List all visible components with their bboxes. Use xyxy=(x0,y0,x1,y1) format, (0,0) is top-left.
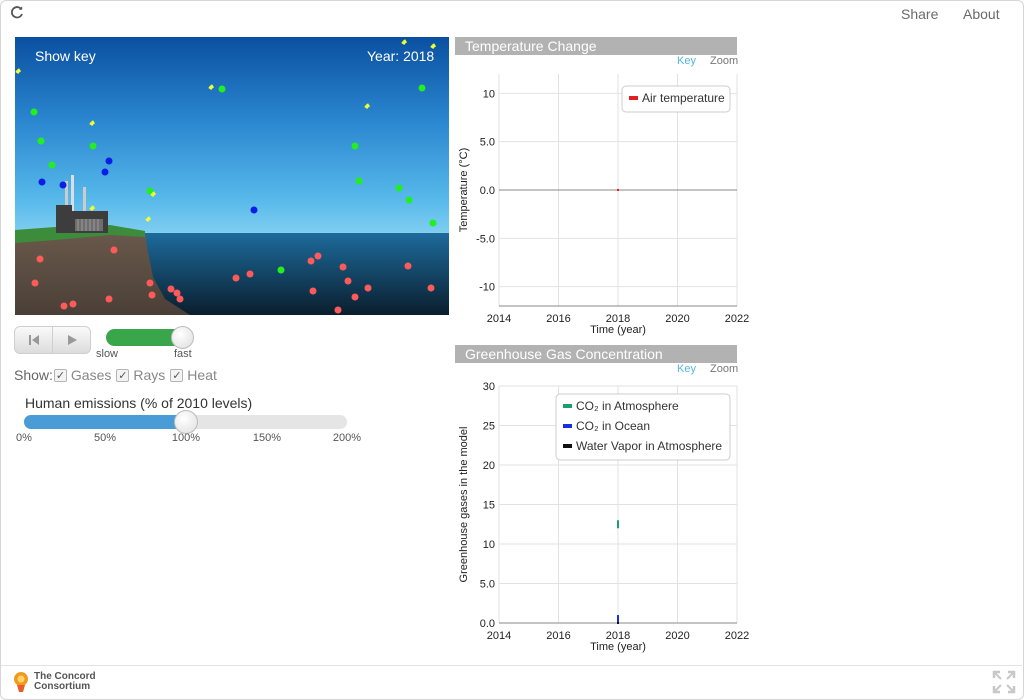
temp-legend-box xyxy=(621,85,731,113)
ghg-legend-label: CO₂ in Atmosphere xyxy=(576,399,679,413)
ghg-y-tick-label: 25 xyxy=(483,421,495,433)
ghg-zoom-link[interactable]: Zoom xyxy=(710,363,739,375)
temp-legend: Air temperature xyxy=(621,85,731,113)
temp-x-tick-label: 2020 xyxy=(665,313,689,325)
gases-label: Gases xyxy=(70,367,112,383)
speed-fast-label: fast xyxy=(174,348,192,360)
ghg-y-tick-label: 5.0 xyxy=(480,579,495,591)
ghg-series-2-point xyxy=(617,622,619,624)
ghg-legend-label: Water Vapor in Atmosphere xyxy=(576,439,722,453)
ghg-y-axis-label: Greenhouse gases in the model xyxy=(458,427,470,583)
ghg-x-tick-label: 2014 xyxy=(487,630,511,642)
emissions-tick-200: 200% xyxy=(332,432,362,444)
temperature-zoom-link[interactable]: Zoom xyxy=(710,55,739,67)
temperature-graph-title: Temperature Change xyxy=(455,37,737,55)
temp-legend-swatch xyxy=(629,96,638,100)
play-icon xyxy=(67,335,77,345)
ghg-series-1-point xyxy=(617,615,619,624)
playback-controls xyxy=(14,326,91,354)
fullscreen-icon[interactable] xyxy=(992,670,1016,694)
temp-y-tick-label: 0.0 xyxy=(480,185,495,197)
land xyxy=(15,229,190,315)
simulation-scene xyxy=(15,39,449,315)
skip-back-icon xyxy=(28,335,39,345)
grass xyxy=(15,225,145,243)
temp-x-tick-label: 2016 xyxy=(546,313,570,325)
ghg-y-tick-label: 0.0 xyxy=(480,618,495,630)
show-label: Show: xyxy=(14,367,53,383)
temp-x-tick-label: 2022 xyxy=(725,313,749,325)
temp-x-axis-label: Time (year) xyxy=(590,324,646,336)
emissions-title: Human emissions (% of 2010 levels) xyxy=(25,395,253,411)
temp-x-tick-label: 2014 xyxy=(487,313,511,325)
emissions-tick-150: 150% xyxy=(252,432,282,444)
emissions-slider-fill xyxy=(24,415,186,429)
ghg-legend-swatch xyxy=(563,424,572,428)
reset-button[interactable] xyxy=(15,327,52,353)
ghg-x-axis-label: Time (year) xyxy=(590,641,646,653)
ghg-series-0-point xyxy=(617,520,619,529)
show-options: Show: ✓ Gases ✓ Rays ✓ Heat xyxy=(14,367,221,383)
temp-y-tick-label: -5.0 xyxy=(476,233,495,245)
heat-particles xyxy=(31,246,435,314)
ghg-y-tick-label: 10 xyxy=(483,539,495,551)
ocean xyxy=(135,233,449,315)
ghg-key-link[interactable]: Key xyxy=(677,363,696,375)
rays-label: Rays xyxy=(133,367,166,383)
sunlight-rays xyxy=(15,39,437,223)
concord-logo-icon[interactable] xyxy=(10,670,32,694)
ghg-legend-label: CO₂ in Ocean xyxy=(576,419,650,433)
temp-y-tick-label: -10 xyxy=(479,282,495,294)
temp-legend-label: Air temperature xyxy=(642,91,725,105)
heat-label: Heat xyxy=(187,367,217,383)
speed-slow-label: slow xyxy=(96,348,119,360)
ghg-x-tick-label: 2016 xyxy=(546,630,570,642)
ghg-x-tick-label: 2018 xyxy=(606,630,630,642)
ghg-legend-box xyxy=(555,393,731,461)
ghg-y-tick-label: 15 xyxy=(483,500,495,512)
temperature-key-link[interactable]: Key xyxy=(677,55,696,67)
rays-checkbox[interactable]: ✓ xyxy=(116,368,130,382)
share-link[interactable]: Share xyxy=(901,6,939,22)
co2-particles xyxy=(30,84,437,274)
temperature-chart: 2014 2016 2018 2020 2022 10 5.0 0.0 -5.0 -10 Time … xyxy=(458,74,749,336)
ghg-legend-swatch xyxy=(563,444,572,448)
ghg-legend-swatch xyxy=(563,404,572,408)
simulation-view: Show key Year: 2018 xyxy=(15,37,449,315)
emissions-tick-50: 50% xyxy=(93,432,117,444)
temp-series-0-point xyxy=(617,189,619,191)
heat-checkbox[interactable]: ✓ xyxy=(170,368,184,382)
show-key-button[interactable]: Show key xyxy=(35,48,96,64)
ghg-graph-title: Greenhouse Gas Concentration xyxy=(455,345,737,363)
ghg-chart: 2014 2016 2018 2020 2022 30 25 20 15 10 5.0 0.0 Time… xyxy=(458,381,749,653)
emissions-tick-100: 100% xyxy=(171,432,201,444)
ghg-x-tick-label: 2022 xyxy=(725,630,749,642)
gases-checkbox[interactable]: ✓ xyxy=(53,368,67,382)
reload-icon[interactable] xyxy=(9,4,25,20)
concord-logo-text[interactable]: The Concord Consortium xyxy=(34,671,96,692)
temp-x-tick-label: 2018 xyxy=(606,313,630,325)
ghg-x-tick-label: 2020 xyxy=(665,630,689,642)
ghg-y-tick-label: 30 xyxy=(483,381,495,393)
temp-y-tick-label: 5.0 xyxy=(480,137,495,149)
temp-y-tick-label: 10 xyxy=(483,88,495,100)
ghg-y-tick-label: 20 xyxy=(483,460,495,472)
speed-slider-track[interactable] xyxy=(106,329,186,346)
water-vapor-particles xyxy=(38,157,258,214)
temp-y-axis-label: Temperature (°C) xyxy=(458,148,470,232)
emissions-tick-0: 0% xyxy=(16,432,32,444)
year-label: Year: 2018 xyxy=(367,48,435,64)
factory xyxy=(56,175,108,233)
play-button[interactable] xyxy=(52,327,90,353)
emissions-slider-handle[interactable] xyxy=(174,410,198,434)
about-link[interactable]: About xyxy=(963,6,1000,22)
footer-divider xyxy=(1,665,1022,666)
ghg-legend: CO₂ in Atmosphere CO₂ in Ocean Water Vapor… xyxy=(555,393,731,461)
speed-slider-handle[interactable] xyxy=(171,326,194,349)
